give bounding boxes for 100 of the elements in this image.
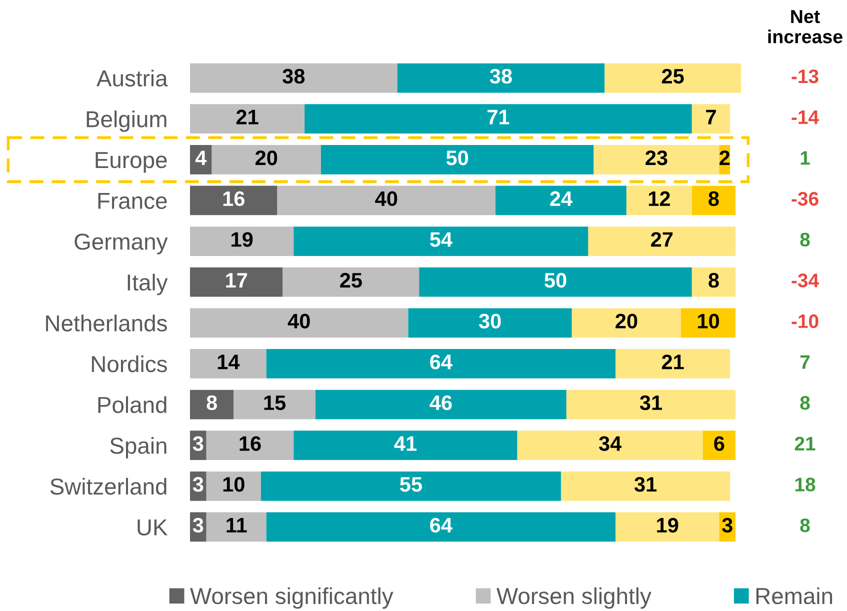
bar — [496, 186, 626, 216]
y-tick-label: Spain — [110, 437, 166, 458]
text: -10 — [792, 314, 818, 328]
data-label: 21 — [662, 354, 684, 370]
data-label: 3 — [192, 518, 204, 533]
bar — [190, 308, 408, 338]
data-label: 14 — [218, 354, 240, 370]
data-label: 8 — [708, 272, 719, 288]
bar — [190, 267, 283, 297]
data-label: 50 — [544, 272, 566, 288]
bar — [260, 471, 561, 501]
data-label: 20 — [256, 150, 278, 166]
bar — [315, 390, 566, 420]
bar — [234, 390, 316, 420]
data-label: 34 — [598, 436, 622, 451]
data-label: 3 — [722, 518, 732, 533]
text: -13 — [792, 69, 818, 84]
data-label: 16 — [223, 191, 244, 206]
data-label: 3 — [192, 436, 204, 451]
data-label: 6 — [714, 436, 724, 451]
legend-label: Worsen significantly — [190, 587, 394, 609]
bar — [517, 430, 703, 460]
data-label: 7 — [706, 110, 716, 124]
text: -14 — [792, 110, 819, 124]
data-label: 41 — [394, 436, 416, 451]
text: 21 — [794, 436, 816, 450]
bar — [566, 390, 736, 420]
bar — [304, 104, 692, 134]
y-tick-label: UK — [138, 520, 168, 536]
data-label: 4 — [195, 150, 207, 166]
bar — [190, 226, 294, 256]
data-label: 25 — [662, 68, 684, 84]
data-label: 64 — [430, 354, 452, 370]
bar — [616, 349, 730, 378]
bar — [190, 144, 212, 174]
data-label: 10 — [223, 477, 244, 492]
data-label: 19 — [232, 232, 253, 247]
text: 8 — [800, 518, 810, 532]
bar — [680, 308, 736, 338]
text: 1 — [800, 151, 810, 165]
bar — [604, 63, 741, 93]
bar — [320, 144, 594, 174]
text: 7 — [800, 355, 810, 369]
bar — [419, 267, 692, 297]
bar — [190, 390, 234, 420]
data-label: 64 — [430, 518, 452, 533]
y-tick-label: France — [98, 192, 167, 209]
bar — [206, 512, 266, 542]
y-tick-label: Switzerland — [50, 478, 166, 495]
data-label: 31 — [634, 477, 657, 492]
bar — [206, 430, 294, 460]
data-label: 40 — [288, 314, 310, 328]
data-label: 8 — [206, 395, 217, 410]
bar — [294, 226, 588, 256]
text: 8 — [800, 396, 810, 410]
text: 18 — [795, 478, 816, 492]
bar — [572, 308, 681, 338]
data-label: 20 — [616, 314, 638, 328]
legend-label: Remain — [756, 587, 832, 604]
data-label: 16 — [240, 436, 261, 451]
bar — [190, 186, 278, 216]
data-label: 55 — [400, 477, 422, 492]
text: -36 — [792, 192, 818, 206]
bar — [692, 267, 736, 297]
data-label: 50 — [446, 150, 468, 166]
data-label: 27 — [651, 232, 673, 247]
bar — [692, 186, 736, 216]
data-label: 31 — [640, 395, 662, 410]
bar — [190, 349, 266, 378]
y-tick-label: Austria — [96, 70, 168, 87]
bar — [206, 471, 261, 501]
bar — [616, 512, 720, 542]
data-label: 3 — [192, 477, 204, 492]
bar — [594, 144, 720, 174]
bar — [397, 63, 605, 93]
bar — [282, 267, 420, 297]
data-label: 15 — [264, 396, 286, 410]
y-tick-label: Poland — [98, 396, 166, 414]
y-tick-label: Germany — [74, 234, 168, 254]
data-label: 21 — [236, 110, 258, 124]
bar — [190, 104, 305, 134]
text: -34 — [792, 274, 819, 288]
y-tick-label: Nordics — [92, 355, 167, 372]
bar — [212, 144, 321, 174]
data-label: 24 — [550, 191, 572, 206]
bar — [702, 430, 736, 460]
data-label: 40 — [375, 191, 398, 206]
y-tick-label: Netherlands — [46, 314, 167, 332]
bar — [588, 226, 736, 256]
bar — [560, 471, 730, 501]
data-label: 25 — [340, 272, 362, 288]
bar — [266, 349, 616, 378]
data-label: 17 — [226, 273, 248, 288]
bar — [277, 186, 496, 216]
data-label: 12 — [648, 191, 670, 206]
data-label: 23 — [646, 150, 668, 166]
data-label: 19 — [657, 518, 678, 533]
y-tick-label: Europe — [96, 152, 167, 173]
bar — [266, 512, 616, 542]
bar — [190, 63, 398, 93]
